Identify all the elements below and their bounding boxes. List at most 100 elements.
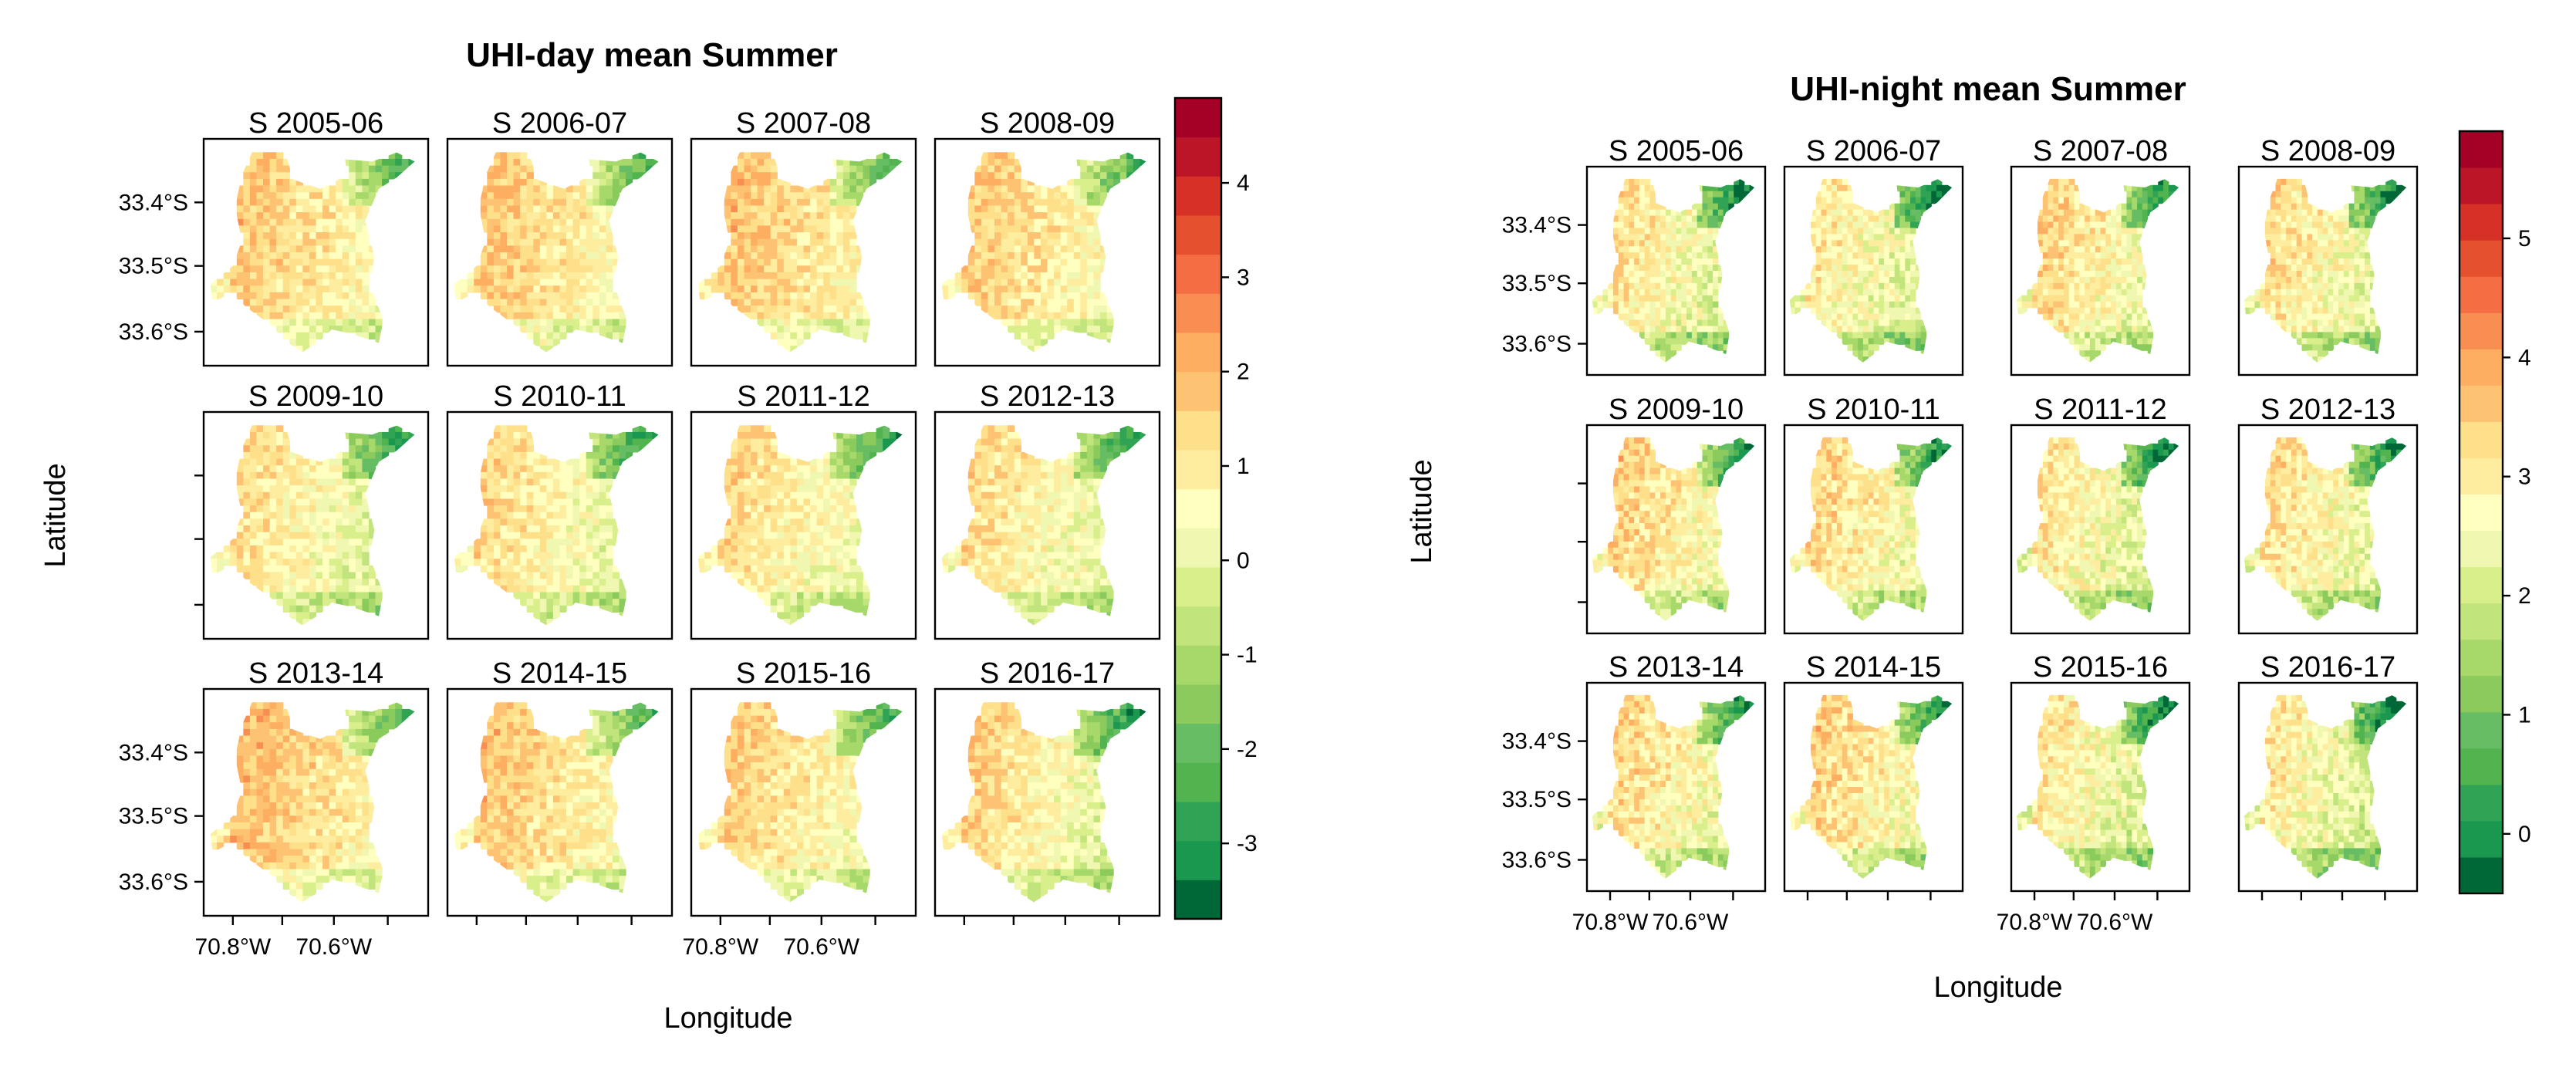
colorbar-bin bbox=[2460, 276, 2503, 313]
raster-map bbox=[454, 152, 659, 353]
map-panel: S 2009-10 bbox=[194, 380, 430, 640]
raster-map bbox=[210, 152, 415, 353]
panel-label: S 2005-06 bbox=[1609, 135, 1744, 167]
x-axis-label: Longitude bbox=[1934, 971, 2063, 1004]
colorbar-bin bbox=[1175, 176, 1221, 216]
map-panel: S 2005-06 33.4°S 33.5°S 33.6°S bbox=[1502, 135, 1767, 376]
colorbar-tick-label: 4 bbox=[1237, 171, 1250, 196]
map-panel: S 2011-12 bbox=[690, 380, 917, 640]
colorbar-bin bbox=[2460, 240, 2503, 277]
panel-frame bbox=[2010, 165, 2191, 376]
y-tick-label: 33.6°S bbox=[1502, 332, 1572, 357]
colorbar-bin bbox=[1175, 880, 1221, 920]
colorbar-tick-label: 2 bbox=[1237, 360, 1250, 385]
x-tick-label: 70.6°W bbox=[295, 934, 372, 960]
colorbar-bin bbox=[2460, 421, 2503, 458]
y-tick-label: 33.5°S bbox=[1502, 787, 1572, 812]
x-tick-label: 70.8°W bbox=[1997, 910, 2073, 935]
colorbar-bin bbox=[2460, 711, 2503, 749]
colorbar-bin bbox=[2460, 856, 2503, 894]
map-panel: S 2014-15 bbox=[1783, 651, 1964, 900]
colorbar-bin bbox=[1175, 762, 1221, 802]
colorbar-bin bbox=[1175, 488, 1221, 528]
raster-map bbox=[941, 425, 1146, 626]
raster-map bbox=[2243, 694, 2407, 879]
colorbar-bin bbox=[2460, 820, 2503, 858]
panel-frame bbox=[202, 410, 430, 640]
panel-label: S 2016-17 bbox=[2260, 651, 2395, 684]
colorbar-tick-label: -3 bbox=[1237, 831, 1258, 856]
raster-map bbox=[1789, 694, 1953, 879]
y-tick-label: 33.6°S bbox=[119, 319, 188, 345]
chart-title: UHI-night mean Summer bbox=[1790, 70, 2186, 108]
colorbar-bin bbox=[1175, 215, 1221, 255]
raster-map bbox=[454, 702, 659, 903]
panel-label: S 2007-08 bbox=[2033, 135, 2168, 167]
panel-frame bbox=[934, 410, 1161, 640]
map-panel: S 2011-12 bbox=[2010, 393, 2191, 635]
colorbar-bin bbox=[2460, 349, 2503, 386]
colorbar-bin bbox=[2460, 131, 2503, 168]
map-panel: S 2009-10 bbox=[1578, 393, 1767, 635]
raster-map bbox=[2016, 437, 2179, 621]
colorbar-bin bbox=[2460, 494, 2503, 532]
y-tick-label: 33.5°S bbox=[1502, 271, 1572, 296]
panel-label: S 2015-16 bbox=[736, 657, 871, 690]
panel-label: S 2006-07 bbox=[492, 107, 627, 140]
y-tick-label: 33.4°S bbox=[119, 740, 188, 765]
panel-label: S 2006-07 bbox=[1806, 135, 1941, 167]
panel-frame bbox=[446, 137, 674, 367]
colorbar-tick-label: 0 bbox=[1237, 548, 1250, 573]
map-panel: S 2007-08 bbox=[690, 107, 917, 367]
colorbar-bin bbox=[1175, 567, 1221, 607]
colorbar-bin bbox=[2460, 675, 2503, 713]
panel-label: S 2010-11 bbox=[1807, 393, 1940, 426]
panel-frame bbox=[1783, 424, 1964, 635]
x-tick-label: 70.6°W bbox=[2077, 910, 2153, 935]
panel-frame bbox=[934, 687, 1161, 917]
colorbar-tick-label: -2 bbox=[1237, 737, 1258, 762]
map-panel: S 2010-11 bbox=[446, 380, 674, 640]
panel-frame bbox=[690, 137, 917, 367]
raster-map bbox=[1592, 178, 1755, 363]
colorbar-frame bbox=[2458, 130, 2504, 895]
y-tick-label: 33.5°S bbox=[119, 254, 188, 279]
panel-label: S 2013-14 bbox=[1609, 651, 1744, 684]
colorbar-bin bbox=[1175, 684, 1221, 724]
panel-label: S 2015-16 bbox=[2033, 651, 2168, 684]
y-tick-label: 33.6°S bbox=[119, 869, 188, 895]
colorbar-bin bbox=[1175, 333, 1221, 373]
colorbar-tick-label: -1 bbox=[1237, 643, 1258, 668]
y-tick-label: 33.4°S bbox=[119, 190, 188, 215]
panel-label: S 2016-17 bbox=[980, 657, 1115, 690]
raster-map bbox=[697, 702, 903, 903]
colorbar-tick-label: 1 bbox=[2518, 702, 2531, 728]
panel-frame bbox=[1585, 681, 1767, 893]
colorbar-bin bbox=[2460, 603, 2503, 640]
panel-label: S 2009-10 bbox=[248, 380, 383, 413]
colorbar-bin bbox=[1175, 410, 1221, 451]
map-panel: S 2007-08 bbox=[2010, 135, 2191, 376]
panel-label: S 2007-08 bbox=[736, 107, 871, 140]
colorbar-bin bbox=[2460, 167, 2503, 204]
x-tick-label: 70.6°W bbox=[1653, 910, 1729, 935]
uhi-day-chart: UHI-day mean Summer Latitude Longitude S 20… bbox=[39, 36, 1258, 1035]
colorbar-tick-label: 0 bbox=[2518, 822, 2531, 847]
panel-label: S 2014-15 bbox=[492, 657, 627, 690]
colorbar-tick-label: 2 bbox=[2518, 583, 2531, 609]
panel-frame bbox=[2010, 424, 2191, 635]
y-tick-label: 33.4°S bbox=[1502, 213, 1572, 238]
colorbar-tick-label: 3 bbox=[2518, 464, 2531, 490]
panel-label: S 2014-15 bbox=[1806, 651, 1941, 684]
panel-label: S 2013-14 bbox=[248, 657, 383, 690]
map-panel: S 2010-11 bbox=[1783, 393, 1964, 635]
map-panel: S 2012-13 bbox=[2237, 393, 2419, 635]
panel-label: S 2005-06 bbox=[248, 107, 383, 140]
colorbar-bin bbox=[1175, 371, 1221, 411]
colorbar-tick-label: 4 bbox=[2518, 345, 2531, 370]
panel-frame bbox=[1783, 165, 1964, 376]
colorbar-bin bbox=[1175, 137, 1221, 177]
raster-map bbox=[2016, 178, 2179, 363]
